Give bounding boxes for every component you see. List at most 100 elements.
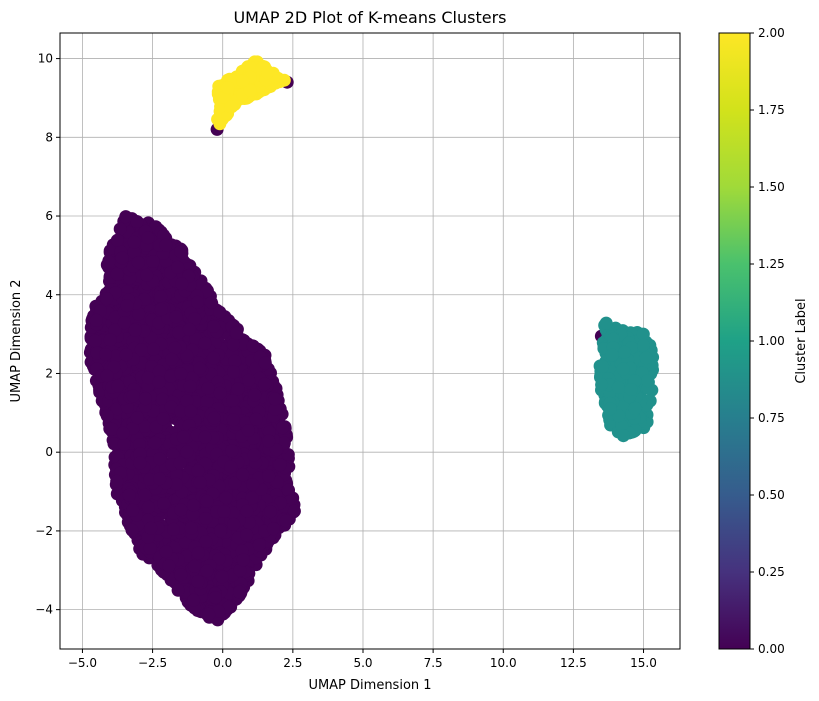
cluster-1-point (641, 374, 654, 388)
cluster-0-point (228, 354, 242, 368)
cluster-0-point (174, 503, 188, 517)
cluster-0-point (117, 316, 131, 330)
cluster-0-point (152, 375, 166, 389)
colorbar-tick-label: 0.75 (758, 411, 785, 425)
cluster-1-point (628, 401, 642, 415)
cluster-0-point (143, 541, 157, 555)
chart-title: UMAP 2D Plot of K-means Clusters (233, 8, 506, 27)
cluster-0-point (159, 238, 173, 252)
cluster-0-point (249, 412, 263, 426)
cluster-0-point (246, 478, 260, 491)
cluster-1-point (595, 378, 609, 392)
x-tick-label: 7.5 (424, 656, 443, 670)
cluster-0-point (108, 323, 122, 337)
x-tick-label: −5.0 (68, 656, 97, 670)
cluster-0-point (173, 456, 187, 470)
cluster-0-point (262, 434, 276, 448)
cluster-0-point (102, 255, 116, 269)
cluster-1-point (615, 419, 629, 432)
cluster-0-point (110, 402, 124, 416)
colorbar-tick-label: 1.50 (758, 180, 785, 194)
cluster-0-point (110, 474, 124, 488)
cluster-0-point (88, 334, 102, 348)
cluster-0-point (191, 295, 204, 309)
cluster-0-point (213, 305, 227, 319)
cluster-0-point (138, 420, 152, 433)
cluster-0-point (191, 546, 205, 560)
cluster-0-point (107, 437, 121, 451)
cluster-0-point (193, 361, 207, 375)
cluster-0-point (128, 323, 142, 337)
cluster-0-point (217, 505, 231, 518)
cluster-0-point (105, 422, 119, 436)
cluster-2-point (224, 100, 238, 114)
x-tick-label: 10.0 (490, 656, 517, 670)
cluster-0-point (140, 268, 154, 282)
colorbar-tick-label: 1.75 (758, 103, 785, 117)
cluster-0-point (242, 516, 256, 530)
x-axis-title: UMAP Dimension 1 (308, 678, 431, 693)
y-tick-label: −2 (35, 524, 53, 538)
cluster-2-point (221, 81, 235, 95)
cluster-0-point (133, 447, 147, 461)
cluster-0-point (199, 535, 213, 548)
cluster-0-point (246, 339, 260, 353)
cluster-0-point (200, 284, 214, 298)
cluster-0-point (157, 228, 171, 242)
cluster-0-point (240, 528, 254, 542)
x-tick-label: 15.0 (630, 656, 657, 670)
x-tick-label: 0.0 (213, 656, 232, 670)
colorbar (718, 32, 751, 650)
cluster-1-point (612, 409, 626, 423)
cluster-0-point (100, 292, 114, 306)
cluster-0-point (144, 521, 158, 535)
cluster-0-point (225, 444, 239, 458)
y-tick-label: 10 (38, 52, 53, 66)
cluster-1-point (616, 362, 630, 376)
cluster-0-point (182, 322, 196, 336)
cluster-0-point (134, 343, 148, 357)
cluster-0-point (130, 215, 144, 228)
scatter-points (83, 55, 660, 627)
cluster-0-point (103, 333, 117, 347)
cluster-0-point (126, 422, 140, 435)
cluster-2-point (261, 66, 275, 80)
cluster-0-point (126, 503, 140, 517)
cluster-0-point (180, 394, 194, 408)
cluster-0-point (188, 559, 201, 573)
cluster-0-point (202, 607, 216, 621)
cluster-0-point (247, 448, 261, 462)
cluster-0-point (146, 255, 160, 268)
cluster-0-point (191, 464, 205, 478)
cluster-1-point (639, 351, 653, 365)
cluster-0-point (174, 245, 187, 259)
cluster-0-point (141, 371, 155, 385)
cluster-1-point (611, 380, 625, 394)
cluster-0-point (164, 369, 178, 383)
cluster-0-point (89, 313, 103, 327)
cluster-0-point (174, 404, 188, 418)
cluster-1-point (636, 327, 650, 341)
cluster-0-point (198, 430, 212, 444)
cluster-0-point (131, 256, 145, 270)
cluster-0-point (227, 517, 241, 531)
x-axis-ticks: −5.0 −2.5 0.0 2.5 5.0 7.5 10.0 12.5 15.0 (68, 649, 657, 670)
cluster-0-point (193, 476, 207, 489)
cluster-2-point (213, 117, 227, 131)
cluster-0-point (141, 231, 155, 245)
cluster-0-point (100, 409, 114, 423)
x-tick-label: 2.5 (283, 656, 302, 670)
cluster-0-point (273, 458, 287, 472)
cluster-1-point (599, 316, 613, 330)
cluster-0-point (175, 277, 189, 291)
cluster-0-point (233, 563, 247, 577)
colorbar-ticks: 0.00 0.25 0.50 0.75 1.00 1.25 1.50 1.75 2.00 (750, 26, 785, 656)
cluster-0-point (154, 290, 168, 303)
cluster-0-point (154, 302, 168, 316)
cluster-0-point (172, 326, 185, 340)
cluster-0-point (226, 413, 240, 427)
cluster-0-point (152, 364, 166, 378)
cluster-0-point (111, 379, 125, 393)
colorbar-tick-label: 0.50 (758, 488, 785, 502)
cluster-0-point (268, 402, 282, 416)
